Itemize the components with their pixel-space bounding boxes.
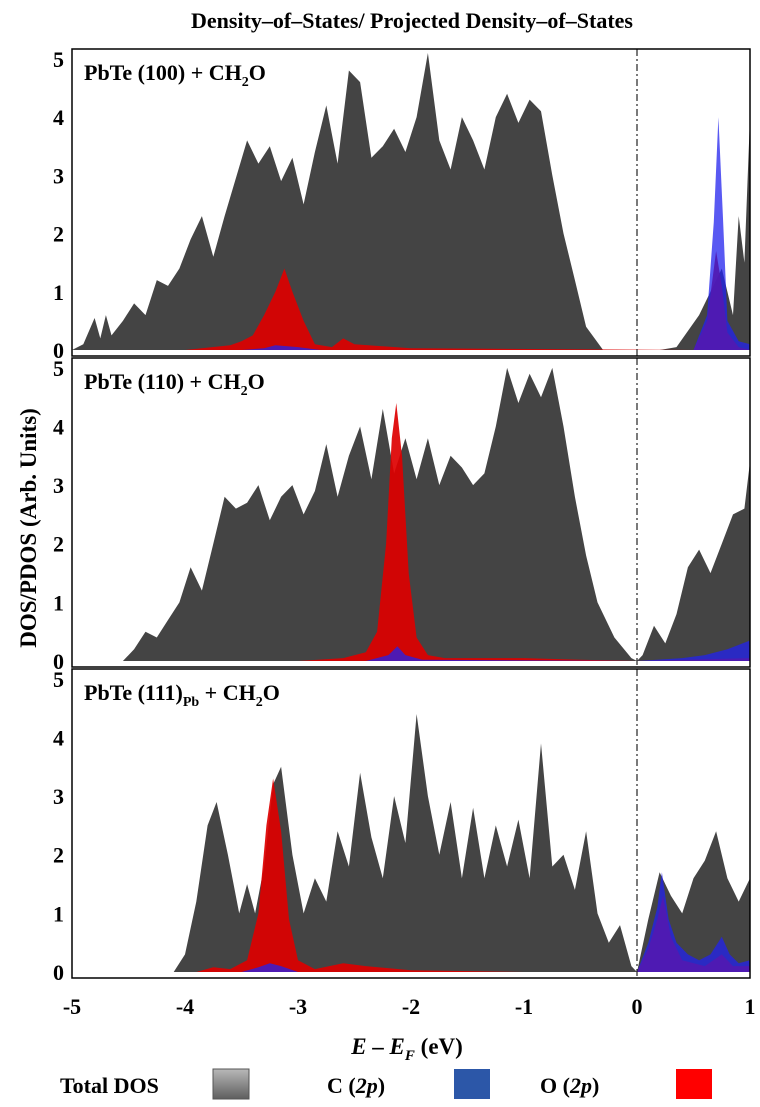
y-tick-label: 5 bbox=[53, 667, 64, 692]
panels: 0 1 2 3 4 5 PbTe (100) + CH2O 0 1 2 3 4 5 PbTe (110) … bbox=[53, 47, 751, 985]
panel-label: PbTe (111)Pb + CH2O bbox=[84, 680, 280, 710]
y-tick-label: 2 bbox=[53, 532, 64, 557]
legend: Total DOS C (2p) O (2p) bbox=[60, 1068, 712, 1100]
y-tick-label: 1 bbox=[53, 280, 64, 305]
carbon-2p-area bbox=[72, 872, 750, 972]
dos-panel-3: 0 1 2 3 4 5 PbTe (111)Pb + CH2O bbox=[53, 667, 751, 985]
dos-panel-1: 0 1 2 3 4 5 PbTe (100) + CH2O bbox=[53, 47, 751, 363]
y-tick-label: 0 bbox=[53, 338, 64, 363]
x-tick-label: -1 bbox=[515, 994, 533, 1019]
y-tick-label: 0 bbox=[53, 649, 64, 674]
panel-frame bbox=[71, 668, 751, 979]
x-tick-label: -2 bbox=[402, 994, 420, 1019]
y-tick-label: 5 bbox=[53, 47, 64, 72]
x-tick-label: 0 bbox=[632, 994, 643, 1019]
y-tick-label: 4 bbox=[53, 725, 64, 750]
legend-swatch bbox=[454, 1069, 490, 1099]
total-dos-area bbox=[72, 53, 750, 350]
x-axis-label: E – EF (eV) bbox=[350, 1034, 463, 1064]
x-tick-label: 1 bbox=[745, 994, 756, 1019]
y-tick-label: 4 bbox=[53, 414, 64, 439]
legend-swatch bbox=[212, 1068, 250, 1100]
legend-label: O (2p) bbox=[540, 1073, 599, 1098]
total-dos-area bbox=[72, 714, 750, 972]
y-tick-label: 2 bbox=[53, 222, 64, 247]
total-dos-area bbox=[72, 367, 750, 661]
y-tick-label: 3 bbox=[53, 784, 64, 809]
panel-label: PbTe (110) + CH2O bbox=[84, 369, 265, 399]
x-axis-ticks: -5 -4 -3 -2 -1 0 1 bbox=[63, 994, 756, 1019]
legend-label: C (2p) bbox=[327, 1073, 385, 1098]
panel-frame bbox=[71, 48, 751, 357]
carbon-2p-area bbox=[72, 640, 750, 661]
y-tick-label: 0 bbox=[53, 960, 64, 985]
legend-label: Total DOS bbox=[60, 1073, 159, 1098]
x-tick-label: -4 bbox=[176, 994, 194, 1019]
y-tick-label: 3 bbox=[53, 163, 64, 188]
y-axis-label: DOS/PDOS (Arb. Units) bbox=[16, 408, 41, 648]
oxygen-2p-area bbox=[72, 403, 750, 661]
y-tick-label: 3 bbox=[53, 473, 64, 498]
legend-swatch bbox=[676, 1069, 712, 1099]
panel-frame bbox=[71, 357, 751, 668]
chart-title: Density–of–States/ Projected Density–of–… bbox=[191, 8, 633, 33]
y-tick-label: 1 bbox=[53, 590, 64, 615]
y-tick-label: 5 bbox=[53, 356, 64, 381]
dos-panel-2: 0 1 2 3 4 5 PbTe (110) + CH2O bbox=[53, 356, 751, 674]
panel-label: PbTe (100) + CH2O bbox=[84, 60, 266, 90]
y-tick-label: 1 bbox=[53, 901, 64, 926]
y-tick-label: 4 bbox=[53, 105, 64, 130]
x-tick-label: -3 bbox=[289, 994, 307, 1019]
y-tick-label: 2 bbox=[53, 843, 64, 868]
x-tick-label: -5 bbox=[63, 994, 81, 1019]
